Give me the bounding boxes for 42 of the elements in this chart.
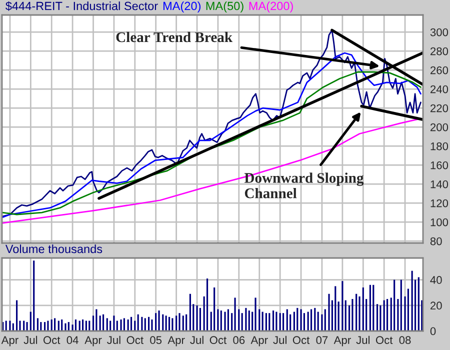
text: MA(200)	[249, 2, 293, 12]
x-tick-label: Apr	[168, 336, 185, 346]
y-tick-label: 140	[430, 180, 448, 188]
x-tick-label: Apr	[1, 336, 18, 346]
x-tick-label: Jul	[24, 336, 38, 344]
x-tick-label: 08	[399, 336, 411, 344]
x-tick-label: Oct	[210, 336, 227, 344]
y-tick-label: 180	[430, 142, 448, 150]
x-tick-label: Jul	[273, 336, 286, 344]
x-tick-label: Jul	[107, 336, 120, 344]
x-tick-label: Apr	[84, 336, 102, 346]
y-tick-label: 260	[430, 66, 448, 74]
y-tick-label: 200	[430, 123, 448, 132]
y-tick-label: 120	[430, 199, 448, 208]
chart-title: Volume thousands	[5, 244, 102, 254]
x-tick-label: Jul	[190, 336, 204, 344]
y-tick-label: 80	[430, 237, 442, 246]
x-tick-label: Apr	[250, 336, 268, 346]
x-tick-label: Apr	[334, 336, 351, 346]
x-tick-label: Oct	[376, 336, 393, 344]
y-tick-label: 240	[430, 85, 448, 94]
x-tick-label: 07	[316, 336, 328, 344]
y-tick-label: 280	[430, 47, 448, 56]
y-tick-label: 160	[430, 161, 448, 170]
x-tick-label: 05	[150, 336, 162, 344]
y-tick-label: 300	[430, 28, 448, 36]
x-tick-label: Jul	[356, 336, 370, 344]
x-tick-label: Oct	[43, 336, 60, 344]
y-tick-label: 220	[430, 104, 448, 112]
x-tick-label: Oct	[126, 336, 144, 344]
y-tick-label: 0	[430, 327, 436, 336]
y-tick-label: 40	[430, 276, 442, 284]
x-tick-label: 06	[233, 336, 245, 344]
x-tick-label: 04	[66, 336, 78, 344]
x-tick-label: Oct	[292, 336, 310, 344]
text: MA(20)	[163, 2, 200, 12]
y-tick-label: 100	[430, 218, 448, 226]
annotation: Clear Trend Break	[116, 32, 233, 42]
text: MA(50)	[206, 2, 244, 12]
chart-title: $444-REIT - Industrial Sector	[6, 1, 158, 11]
annotation: Downward Sloping Channel	[244, 172, 364, 198]
y-tick-label: 20	[430, 302, 442, 310]
